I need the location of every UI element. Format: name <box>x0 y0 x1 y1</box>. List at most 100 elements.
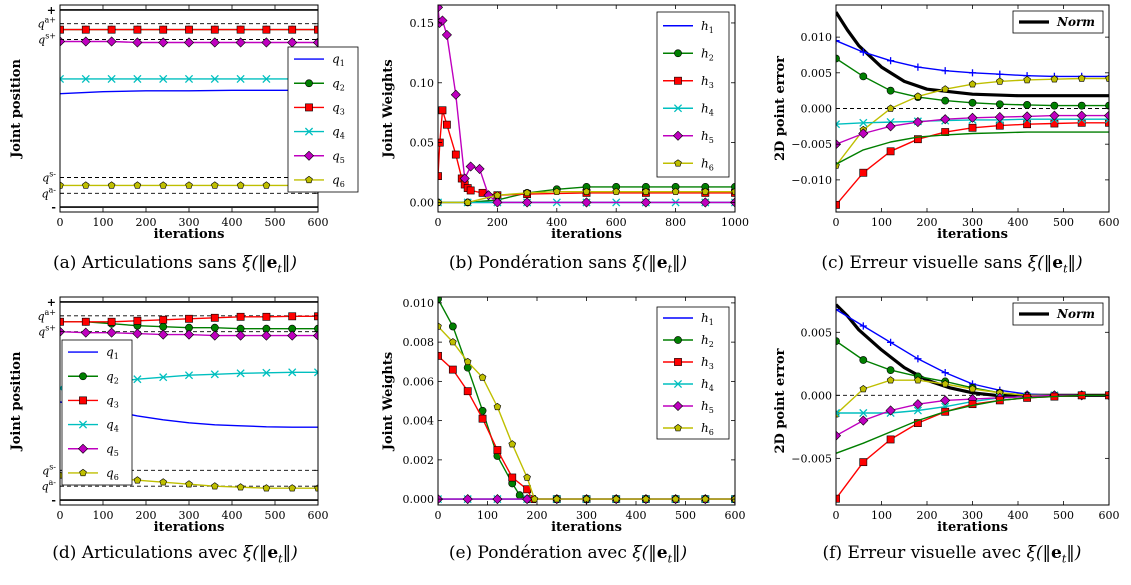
data-point <box>211 181 219 189</box>
data-point <box>1050 101 1059 110</box>
data-point <box>459 173 470 184</box>
legend-label: q4 <box>332 125 345 141</box>
y-tick-label: 0.006 <box>403 375 435 388</box>
x-tick-label: 600 <box>308 509 329 522</box>
figure-caption: (c) Erreur visuelle sans ξ(‖et‖) <box>762 253 1131 275</box>
legend-marker <box>303 150 315 161</box>
data-point <box>1076 110 1087 121</box>
y-axis-label: Joint position <box>9 59 24 159</box>
data-point <box>967 112 978 123</box>
data-point <box>914 355 922 363</box>
data-point <box>523 188 531 197</box>
data-point <box>859 356 868 364</box>
chart-e: 0 100 200 300 400 500 600 0.000 0.002 0.004 0.006 0… <box>381 296 746 535</box>
y-tick-label: qa+ <box>37 308 56 323</box>
data-point <box>914 376 922 384</box>
data-point <box>159 181 167 189</box>
y-tick-label: 0.000 <box>801 389 833 402</box>
legend: h1 h2 h3 h4 h5 h6 <box>656 11 730 178</box>
x-tick-label: 300 <box>576 509 597 522</box>
x-tick-label: 300 <box>179 216 200 229</box>
legend-label: q4 <box>106 418 119 434</box>
data-point <box>941 128 950 136</box>
data-point <box>438 297 442 303</box>
plot-area <box>438 5 735 208</box>
data-point <box>262 368 271 377</box>
chart-a: 0 100 200 300 400 500 600 +qa+qs+ qs-qa-- iterati… <box>9 4 359 242</box>
data-point <box>1050 75 1059 83</box>
data-point <box>80 327 91 338</box>
data-point <box>474 163 485 174</box>
data-point <box>640 197 651 208</box>
data-point <box>443 120 451 129</box>
legend-box <box>656 11 730 178</box>
data-point <box>941 85 949 93</box>
data-point <box>185 25 193 34</box>
x-tick-label: 0 <box>435 216 442 229</box>
data-point <box>1077 101 1086 110</box>
data-point <box>185 181 193 189</box>
data-point <box>700 197 711 208</box>
legend-marker <box>77 443 89 454</box>
x-axis-label: iterations <box>154 520 225 535</box>
legend: h1 h2 h3 h4 h5 h6 <box>656 306 730 440</box>
legend-label: q2 <box>332 76 345 92</box>
y-tick-label: + <box>47 4 56 17</box>
data-point <box>885 405 896 416</box>
data-point <box>515 491 524 500</box>
legend-marker <box>674 159 682 167</box>
data-point <box>968 80 977 88</box>
x-axis-label: iterations <box>551 520 622 535</box>
data-point <box>478 373 487 381</box>
data-point <box>450 89 461 100</box>
data-point <box>1049 110 1060 121</box>
y-tick-label: qs- <box>42 462 56 477</box>
caption-text: (f) Erreur visuelle avec <box>822 543 1027 563</box>
data-point <box>887 57 895 65</box>
data-point <box>914 63 922 71</box>
data-point <box>236 74 245 83</box>
legend: q1 q2 q3 q4 q5 q6 <box>61 339 133 486</box>
x-tick-label: 100 <box>93 216 114 229</box>
data-point <box>288 25 297 34</box>
figure-caption: (b) Pondération sans ξ(‖et‖) <box>378 253 758 275</box>
data-point <box>438 351 442 360</box>
data-point <box>81 74 90 83</box>
data-point <box>185 480 193 488</box>
caption-text: (c) Erreur visuelle sans <box>821 253 1028 273</box>
data-point <box>133 476 142 484</box>
data-point <box>466 186 475 195</box>
data-point <box>886 366 895 375</box>
data-point <box>133 181 142 189</box>
data-point <box>60 181 64 189</box>
legend-label: h5 <box>701 399 714 415</box>
data-point <box>236 312 245 321</box>
legend: Norm <box>1012 10 1104 34</box>
data-point <box>859 168 868 177</box>
y-tick-label: 0.000 <box>403 493 435 506</box>
legend-marker <box>673 379 683 389</box>
data-point <box>106 36 117 47</box>
data-point <box>912 399 923 410</box>
data-point <box>210 25 219 34</box>
data-point <box>158 329 169 340</box>
data-point <box>463 387 472 396</box>
data-point <box>913 419 922 427</box>
series-line-h2 <box>836 131 1109 165</box>
data-point <box>887 338 895 346</box>
x-tick-label: 400 <box>546 216 567 229</box>
data-point <box>183 37 195 48</box>
y-axis-label: Joint Weights <box>381 352 396 451</box>
legend-marker <box>79 396 87 405</box>
x-tick-label: 200 <box>136 216 157 229</box>
data-point <box>159 322 168 331</box>
data-point <box>612 495 620 503</box>
data-point <box>236 25 245 34</box>
y-axis-label: 2D point error <box>773 348 788 453</box>
x-tick-label: 0 <box>435 509 442 522</box>
data-point <box>133 74 142 83</box>
data-point <box>312 330 318 341</box>
data-point <box>81 25 90 34</box>
data-point <box>158 37 169 48</box>
x-tick-label: 200 <box>487 216 508 229</box>
